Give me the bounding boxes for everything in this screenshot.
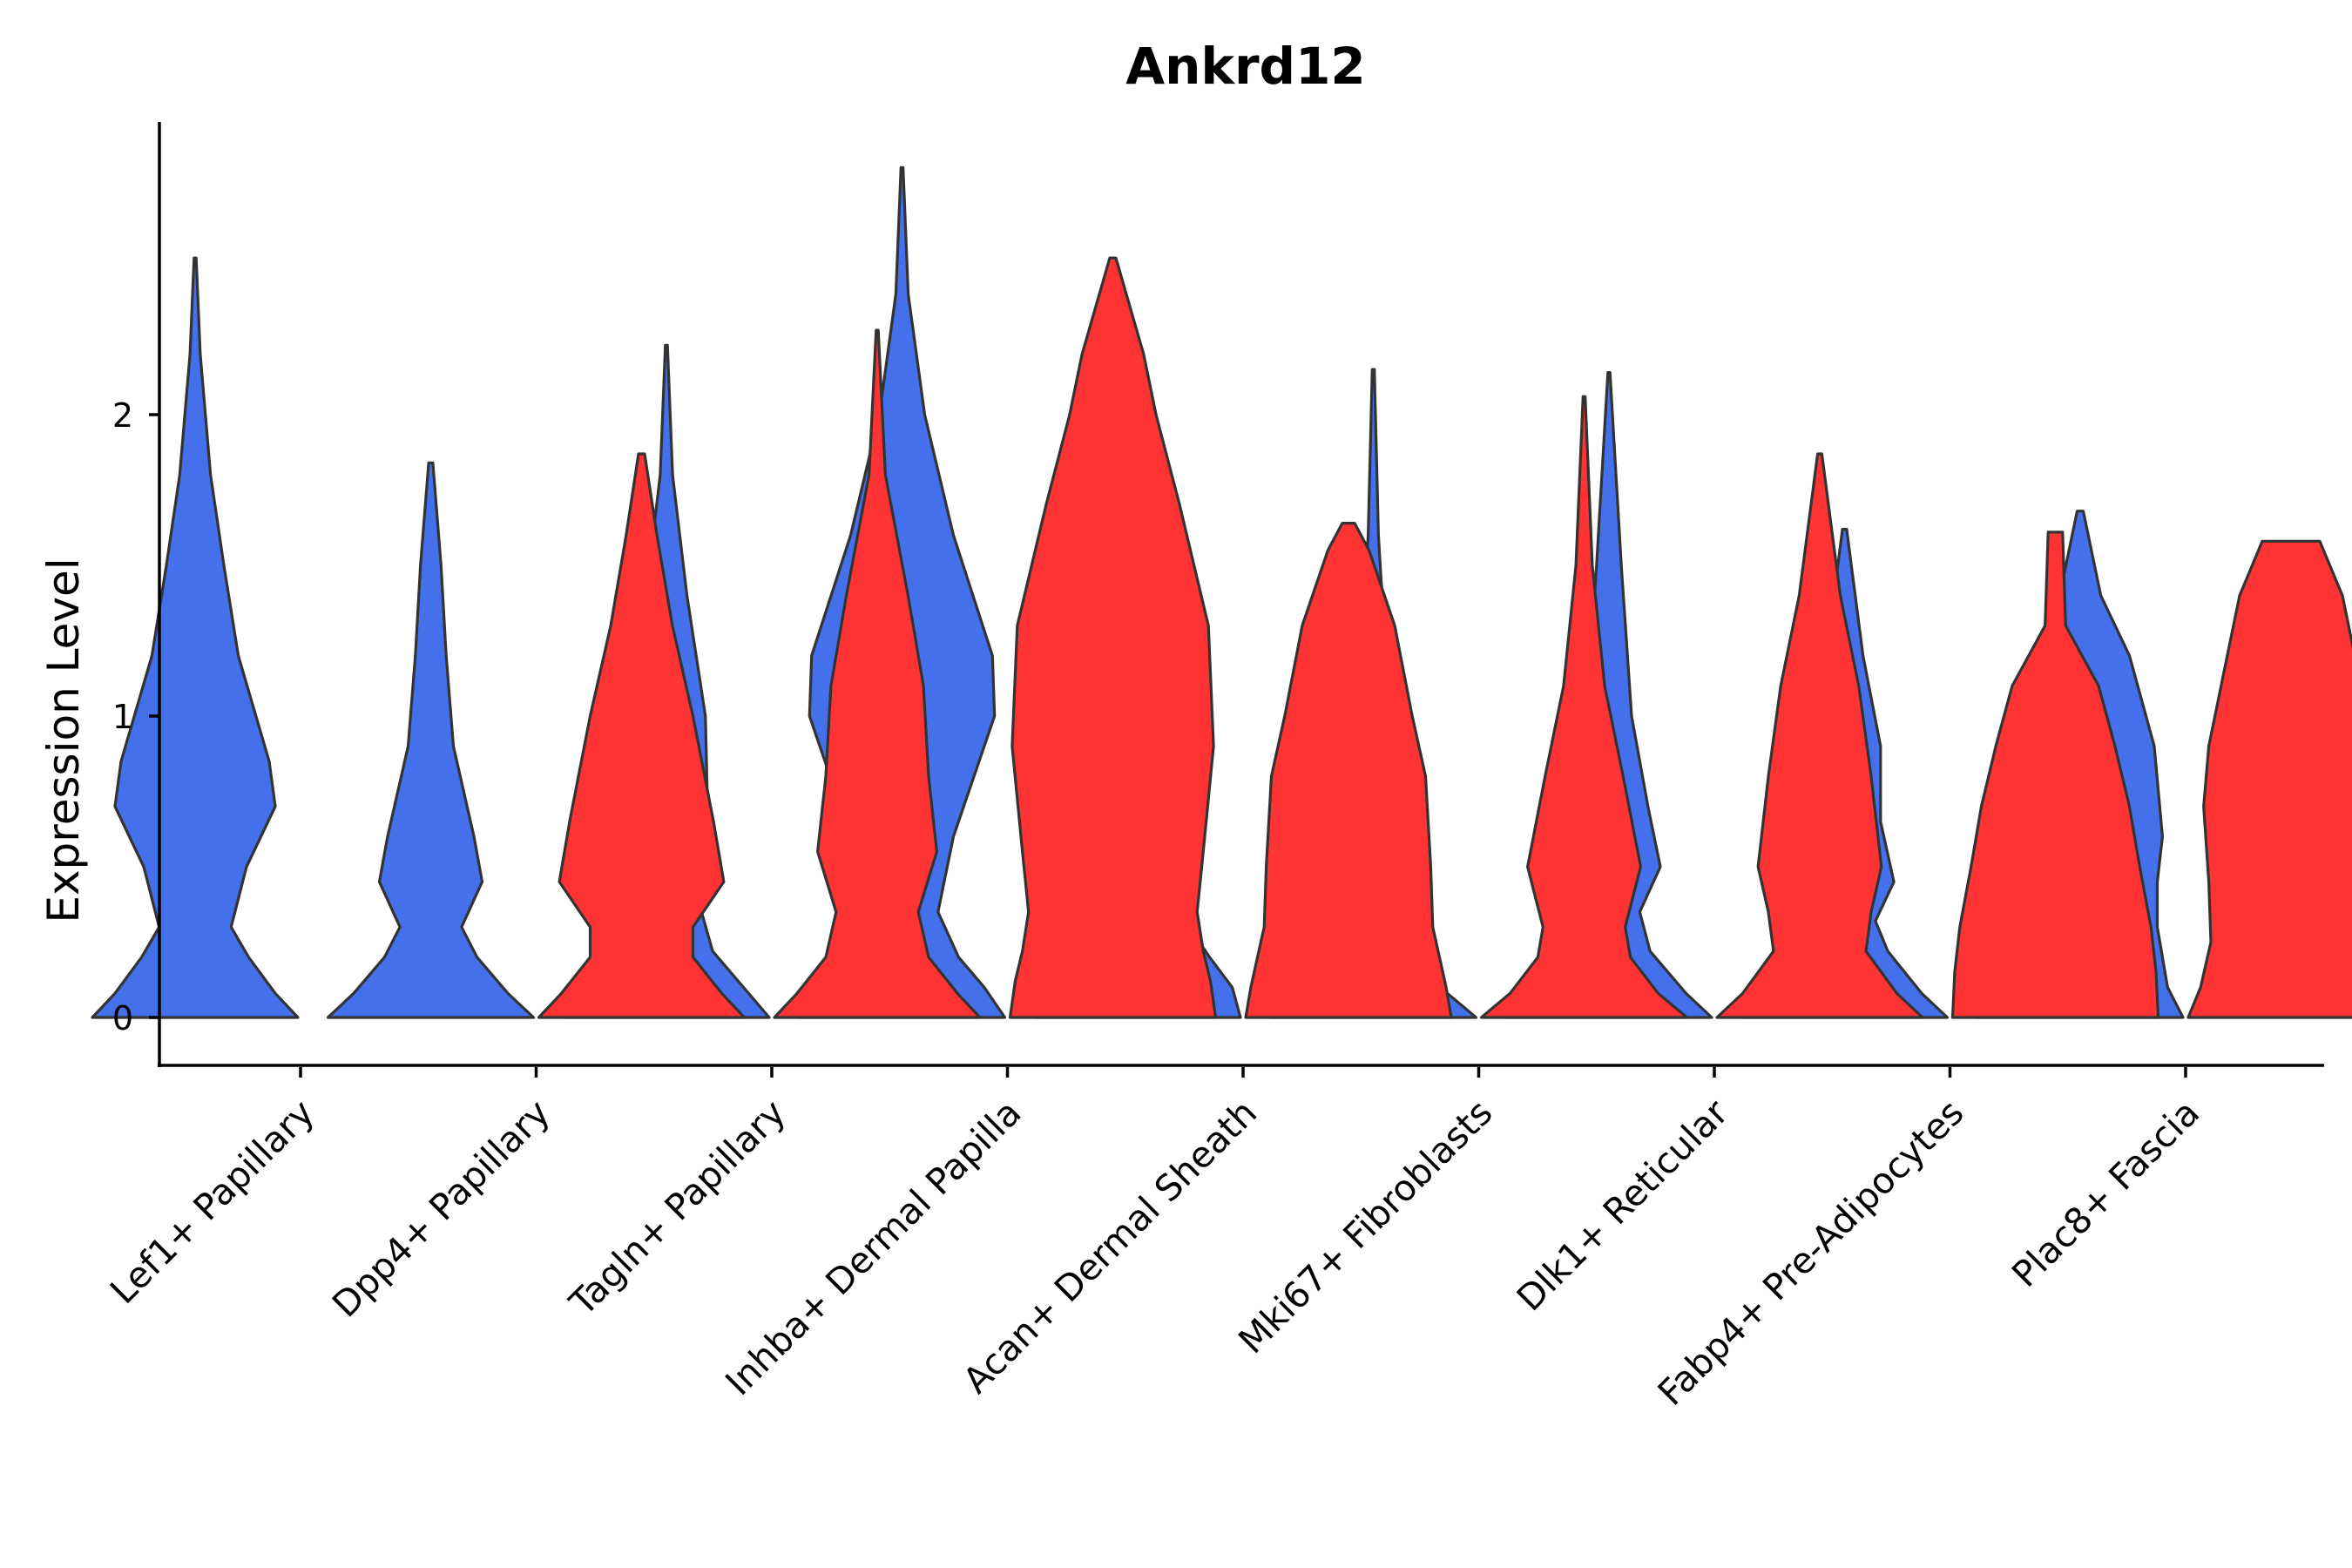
y-tick-label: 2 — [112, 396, 133, 435]
violin-tagln-papillary-group-2 — [773, 328, 982, 1019]
violin-plac8-fascia-group-2 — [2186, 539, 2352, 1019]
y-tick-label: 1 — [112, 698, 133, 736]
violin-fabp4-pre-adipocytes-group-2 — [1950, 531, 2160, 1019]
y-tick-label: 0 — [112, 999, 133, 1037]
y-ticks: 0 1 2 — [112, 396, 159, 1037]
violin-dpp4-papillary-group-2 — [537, 452, 747, 1019]
y-axis-label: Expression Level — [38, 558, 89, 923]
violin-dlk1-reticular-group-2 — [1715, 452, 1924, 1019]
violin-mki67-fibroblasts-group-2 — [1479, 395, 1689, 1019]
violin-layer — [91, 166, 2352, 1019]
chart-title: Ankrd12 — [1125, 37, 1366, 96]
violin-dpp4-papillary-group-1 — [326, 461, 536, 1019]
violin-inhba-dermal-papilla-group-2 — [1008, 256, 1218, 1019]
violin-acan-dermal-sheath-group-2 — [1244, 522, 1453, 1019]
